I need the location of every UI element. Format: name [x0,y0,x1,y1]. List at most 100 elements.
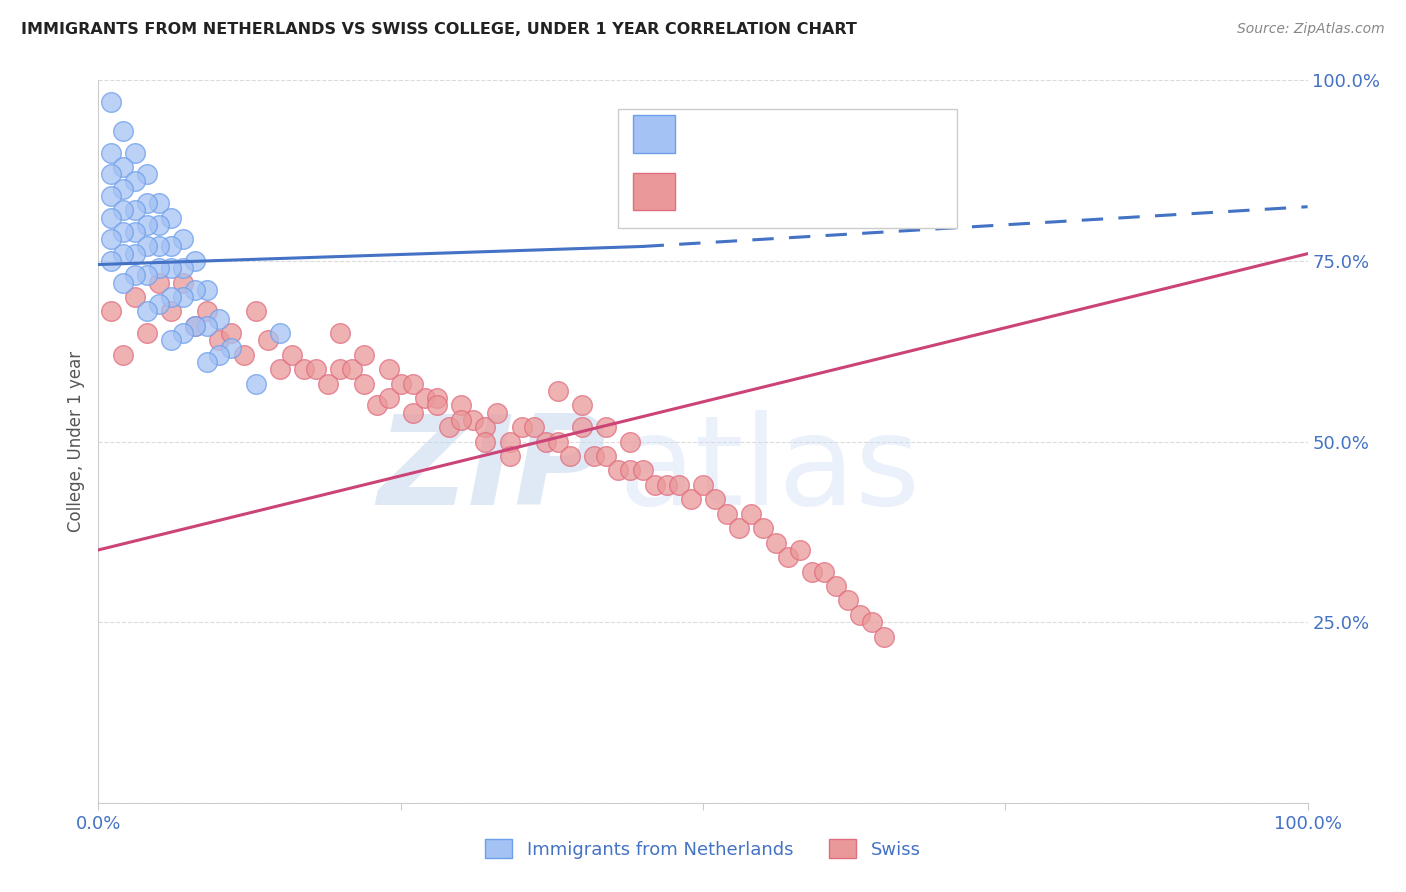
Point [510,420,533,434]
Point [135,196,157,211]
Point [534,434,557,449]
Point [160,290,183,304]
Point [172,290,194,304]
Text: R = 0.246: R = 0.246 [682,183,778,201]
Point [135,218,157,232]
Point [160,239,183,253]
Point [256,334,278,348]
Point [135,167,157,181]
Point [402,376,425,391]
Point [111,203,134,218]
FancyBboxPatch shape [619,109,957,228]
Point [184,318,207,333]
Point [631,463,654,477]
Point [195,283,218,297]
Point [195,304,218,318]
Point [269,362,291,376]
Point [389,376,412,391]
Point [523,420,546,434]
Text: N = 77: N = 77 [824,183,889,201]
Point [100,211,122,225]
Point [558,449,581,463]
Point [486,406,509,420]
Point [655,478,678,492]
Point [111,182,134,196]
Point [135,268,157,283]
Point [377,362,399,376]
Point [498,434,520,449]
Point [547,384,569,398]
Point [692,478,714,492]
Point [124,203,146,218]
Point [124,225,146,239]
Point [619,434,641,449]
Point [426,398,449,412]
Point [124,268,146,283]
Point [148,297,170,311]
Point [413,391,436,405]
Y-axis label: College, Under 1 year: College, Under 1 year [67,351,86,533]
Point [184,283,207,297]
Point [450,398,472,412]
FancyBboxPatch shape [633,173,675,211]
Point [668,478,690,492]
Point [437,420,460,434]
Point [111,124,134,138]
Text: atlas: atlas [619,410,921,531]
Point [148,196,170,211]
Point [100,253,122,268]
Point [100,232,122,246]
Point [184,318,207,333]
Point [245,304,267,318]
Point [100,189,122,203]
Point [813,565,835,579]
Point [208,334,231,348]
Point [353,376,375,391]
FancyBboxPatch shape [633,115,675,153]
Point [100,95,122,109]
Point [221,326,243,341]
Point [124,145,146,160]
Point [124,290,146,304]
Point [873,630,896,644]
Point [595,420,617,434]
Point [547,434,569,449]
Text: Source: ZipAtlas.com: Source: ZipAtlas.com [1237,22,1385,37]
Point [208,311,231,326]
Point [366,398,388,412]
Point [353,348,375,362]
Point [316,376,339,391]
Point [160,304,183,318]
Point [571,398,593,412]
Point [752,521,775,535]
Point [679,492,702,507]
Point [716,507,738,521]
Point [195,355,218,369]
Point [100,304,122,318]
Text: N = 51: N = 51 [824,125,890,143]
Point [172,326,194,341]
Point [595,449,617,463]
Text: ZIP: ZIP [378,410,606,531]
Point [111,276,134,290]
Point [111,246,134,260]
Point [232,348,254,362]
Point [292,362,315,376]
Point [195,318,218,333]
Point [160,261,183,276]
Text: R = 0.057: R = 0.057 [682,125,778,143]
Point [148,218,170,232]
Point [100,167,122,181]
Point [111,348,134,362]
Point [800,565,823,579]
Point [100,145,122,160]
Point [765,535,787,549]
Point [135,304,157,318]
Point [849,607,872,622]
Point [342,362,364,376]
Point [329,362,352,376]
Point [740,507,762,521]
Point [148,239,170,253]
Point [269,326,291,341]
Point [474,420,496,434]
